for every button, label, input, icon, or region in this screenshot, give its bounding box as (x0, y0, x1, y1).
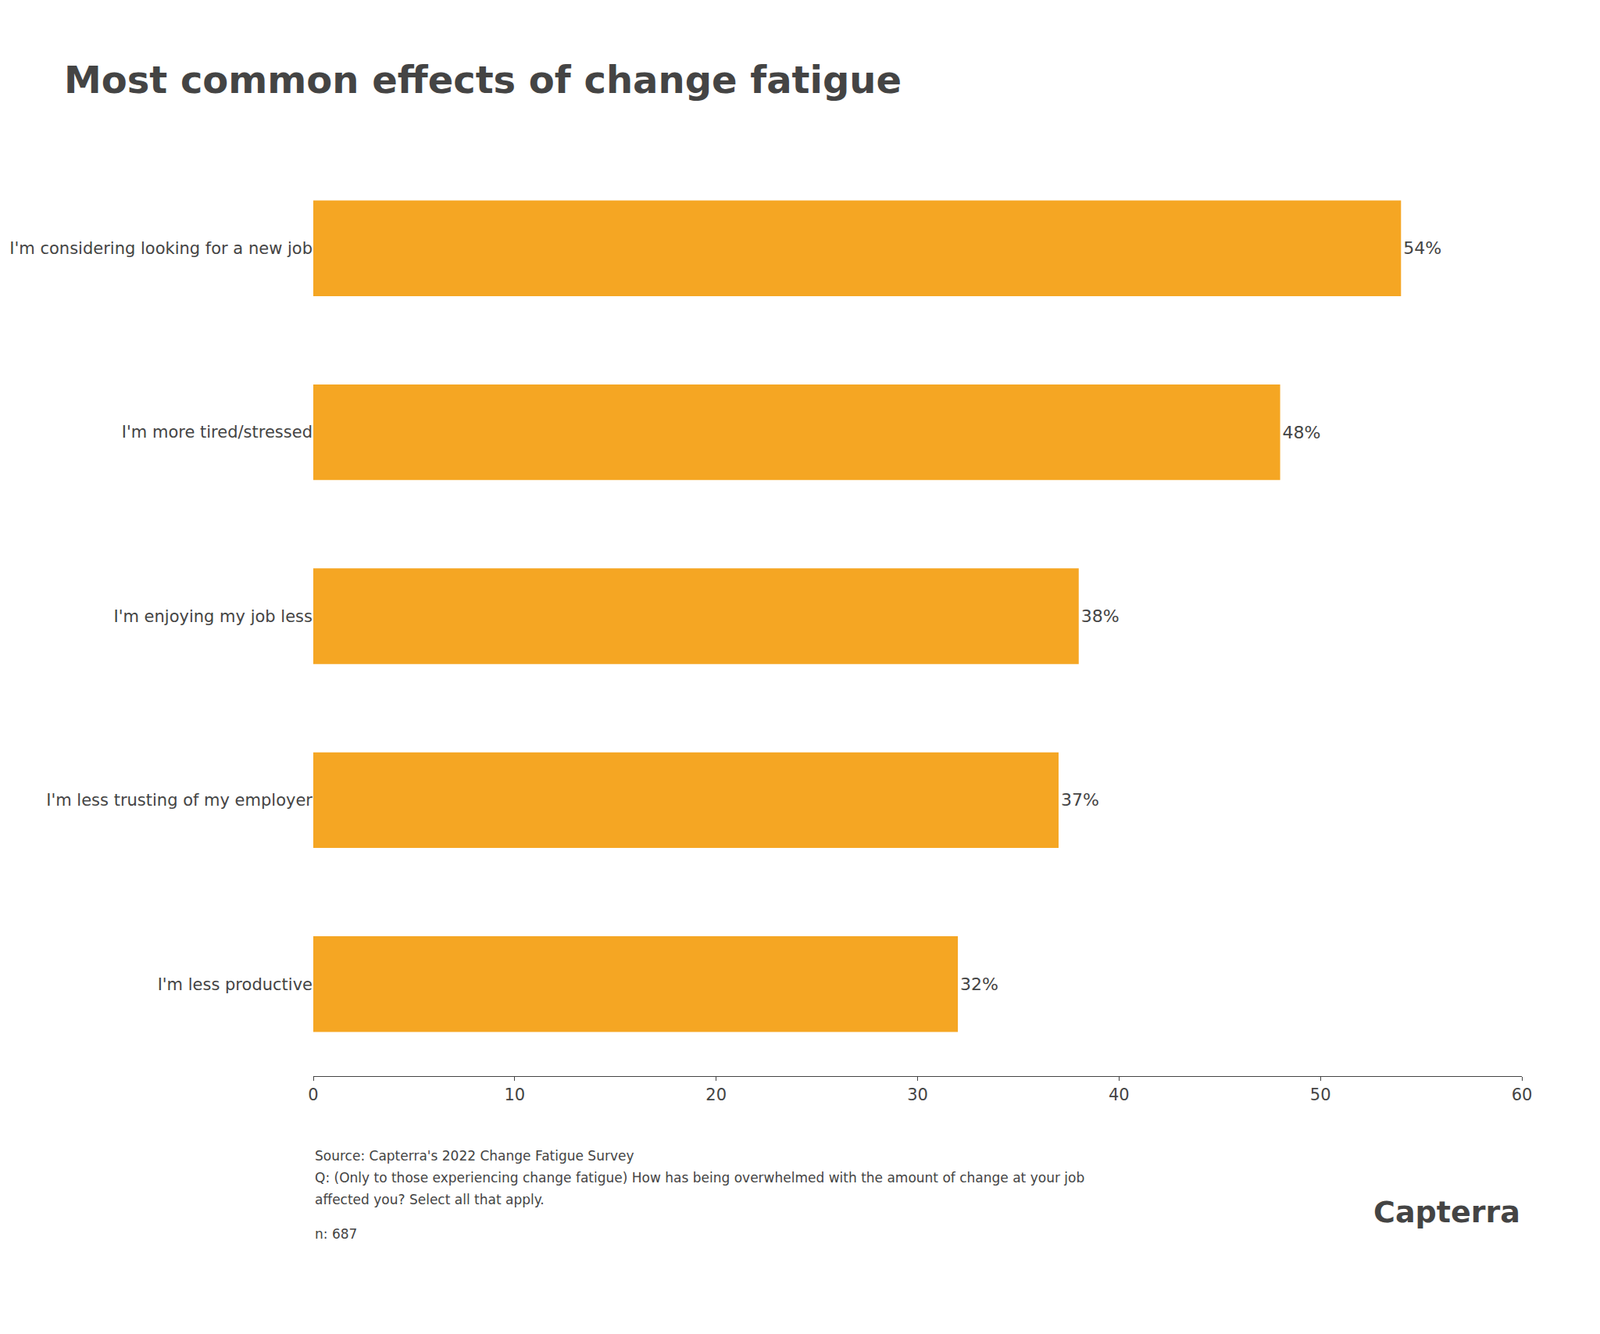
svg-text:I'm less trusting of my employ: I'm less trusting of my employer (46, 790, 313, 810)
svg-text:60: 60 (1511, 1085, 1533, 1104)
svg-text:50: 50 (1310, 1085, 1332, 1104)
svg-text:20: 20 (705, 1085, 727, 1104)
svg-text:38%: 38% (1081, 606, 1120, 626)
svg-text:Most common effects of change: Most common effects of change fatigue (64, 57, 902, 102)
svg-text:30: 30 (907, 1085, 929, 1104)
svg-text:I'm enjoying my job less: I'm enjoying my job less (114, 607, 313, 626)
svg-text:37%: 37% (1060, 789, 1100, 810)
svg-text:40: 40 (1108, 1085, 1130, 1104)
svg-text:54%: 54% (1403, 238, 1442, 258)
svg-text:Source: Capterra's 2022 Change: Source: Capterra's 2022 Change Fatigue S… (314, 1147, 635, 1164)
svg-text:n: 687: n: 687 (314, 1225, 358, 1242)
svg-text:Capterra: Capterra (1373, 1194, 1521, 1229)
svg-text:affected you? Select all that: affected you? Select all that apply. (314, 1191, 545, 1208)
svg-text:10: 10 (503, 1085, 525, 1104)
svg-text:I'm less productive: I'm less productive (157, 975, 313, 994)
svg-text:Q: (Only to those experiencing: Q: (Only to those experiencing change fa… (314, 1169, 1085, 1186)
svg-text:I'm considering looking for a: I'm considering looking for a new job (9, 239, 313, 258)
svg-text:0: 0 (307, 1085, 318, 1104)
svg-text:32%: 32% (960, 974, 999, 994)
svg-text:I'm more tired/stressed: I'm more tired/stressed (121, 422, 313, 442)
svg-text:48%: 48% (1282, 422, 1322, 443)
